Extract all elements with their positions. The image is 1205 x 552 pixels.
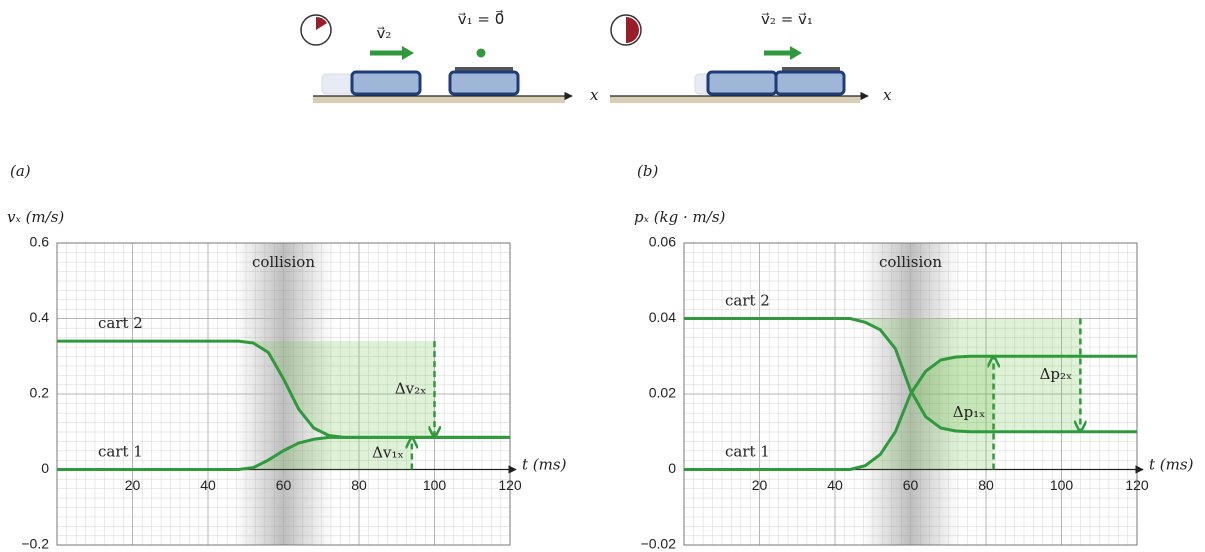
- axis-label: x: [590, 86, 599, 104]
- delta-label: Δp₁ₓ: [953, 403, 986, 421]
- x-tick-label: 40: [827, 477, 843, 493]
- x-tick-label: 80: [351, 477, 367, 493]
- delta-label: Δv₂ₓ: [395, 379, 427, 397]
- y-tick-label: 0.4: [30, 309, 50, 325]
- x-tick-label: 100: [1050, 477, 1074, 493]
- ground: [313, 96, 565, 103]
- x-tick-label: 120: [1125, 477, 1149, 493]
- x-tick-label: 100: [423, 477, 447, 493]
- delta-label: Δp₂ₓ: [1040, 365, 1073, 383]
- delta-shade: [684, 356, 994, 470]
- cart: [774, 67, 846, 96]
- y-tick-label: −0.2: [21, 536, 49, 552]
- panel-label: (b): [637, 162, 658, 180]
- x-tick-label: 20: [125, 477, 141, 493]
- velocity-arrowhead: [790, 46, 802, 60]
- ground: [610, 96, 860, 103]
- y-tick-label: −0.02: [641, 536, 677, 552]
- y-tick-label: 0.2: [30, 385, 50, 401]
- series-line: [684, 317, 1137, 434]
- clock: [300, 14, 332, 46]
- delta-label: Δv₁ₓ: [372, 443, 404, 461]
- plot-frame: [683, 242, 1138, 546]
- x-tick-label: 60: [903, 477, 919, 493]
- zero-velocity-dot: [476, 48, 486, 58]
- y-tick-label: 0: [41, 460, 49, 476]
- x-tick-label: 20: [752, 477, 768, 493]
- series-line: [57, 435, 510, 471]
- velocity-label: v⃗₂ = v⃗₁: [761, 10, 813, 28]
- y-tick-label: 0.04: [649, 309, 676, 325]
- x-tick-label: 40: [200, 477, 216, 493]
- plot-frame: [56, 242, 511, 546]
- axis-label: x: [883, 86, 892, 104]
- velocity-label: v⃗₂: [377, 24, 392, 42]
- series-label: cart 1: [725, 443, 770, 461]
- series-label: cart 2: [725, 292, 770, 310]
- series-label: cart 1: [98, 443, 143, 461]
- y-axis-label: vₓ (m/s): [7, 208, 64, 226]
- series-label: cart 2: [98, 314, 143, 332]
- delta-shade: [57, 341, 435, 438]
- delta-shade: [684, 318, 1081, 432]
- velocity-label: v⃗₁ = 0⃗: [458, 9, 505, 28]
- y-tick-label: 0.06: [649, 234, 676, 250]
- y-axis-label: pₓ (kg · m/s): [634, 208, 726, 226]
- illustration: x x v⃗₂ v⃗₁ = 0⃗ v⃗₂ = v⃗₁: [300, 9, 892, 104]
- y-tick-label: 0: [668, 460, 676, 476]
- cart: [448, 67, 520, 96]
- x-axis-label: t (ms): [1149, 456, 1194, 474]
- cart: [350, 70, 422, 96]
- x-tick-label: 120: [498, 477, 522, 493]
- panel-label: (a): [10, 162, 31, 180]
- series-line: [684, 354, 1137, 471]
- x-tick-label: 60: [276, 477, 292, 493]
- velocity-arrowhead: [402, 46, 414, 60]
- clock: [610, 14, 642, 46]
- y-tick-label: 0.02: [649, 385, 676, 401]
- x-axis-label: t (ms): [522, 456, 567, 474]
- y-tick-label: 0.6: [30, 234, 50, 250]
- delta-shade: [57, 437, 412, 470]
- cart: [706, 70, 778, 96]
- x-tick-label: 80: [978, 477, 994, 493]
